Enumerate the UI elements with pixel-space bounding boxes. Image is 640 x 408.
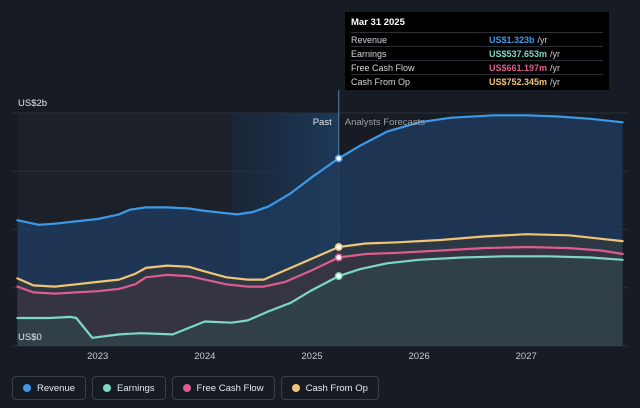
cash-from-op-dot-icon [291,384,300,392]
tooltip-date: Mar 31 2025 [351,17,405,28]
legend-item-free-cash-flow[interactable]: Free Cash Flow [171,376,275,400]
tooltip-value: US$661.197m [489,62,548,73]
tooltip-row-earnings: Earnings US$537.653m /yr [351,46,603,60]
y-tick-label-bottom: US$0 [18,332,42,343]
tooltip: Mar 31 2025 Revenue US$1.323b /yr Earnin… [345,12,609,90]
legend-label: Revenue [37,382,76,394]
x-tick-label: 2023 [87,351,108,362]
legend-item-revenue[interactable]: Revenue [12,376,87,400]
x-tick-label: 2026 [409,351,430,362]
tooltip-unit: /yr [550,62,561,73]
tooltip-unit: /yr [550,48,561,59]
x-tick-label: 2024 [194,351,215,362]
legend-label: Earnings [117,382,155,394]
y-tick-label-top: US$2b [18,98,47,109]
legend-item-earnings[interactable]: Earnings [92,376,166,400]
x-tick-label: 2025 [301,351,322,362]
free-cash-flow-line [16,245,624,295]
free-cash-flow-dot-icon [182,384,191,392]
revenue-marker [334,154,343,163]
tooltip-label: Free Cash Flow [351,62,415,73]
legend-label: Cash From Op [305,382,368,394]
forecast-label: Analysts Forecasts [345,117,425,128]
cash-from-op-marker [334,243,343,251]
tooltip-row-cash-from-op: Cash From Op US$752.345m /yr [351,74,603,88]
earnings-marker [334,272,343,281]
tooltip-row-revenue: Revenue US$1.323b /yr [351,32,603,46]
earnings-area [17,256,623,346]
x-tick-label: 2027 [516,351,537,362]
tooltip-value: US$1.323b [489,34,535,45]
legend-item-cash-from-op[interactable]: Cash From Op [280,376,379,400]
past-label: Past [313,117,332,128]
tooltip-row-free-cash-flow: Free Cash Flow US$661.197m /yr [351,60,603,74]
revenue-dot-icon [23,384,31,392]
free-cash-flow-marker [334,253,343,262]
revenue-line [16,114,624,226]
earnings-line [16,255,624,339]
cash-from-op-line [16,233,624,288]
tooltip-value: US$537.653m [489,48,548,59]
legend: Revenue Earnings Free Cash Flow Cash Fro… [12,376,379,400]
earnings-dot-icon [103,384,112,392]
tooltip-unit: /yr [550,76,561,87]
tooltip-unit: /yr [537,34,548,45]
legend-label: Free Cash Flow [196,382,264,394]
tooltip-label: Revenue [351,34,388,45]
tooltip-label: Cash From Op [351,76,411,87]
tooltip-label: Earnings [351,48,387,59]
tooltip-value: US$752.345m [489,76,548,87]
